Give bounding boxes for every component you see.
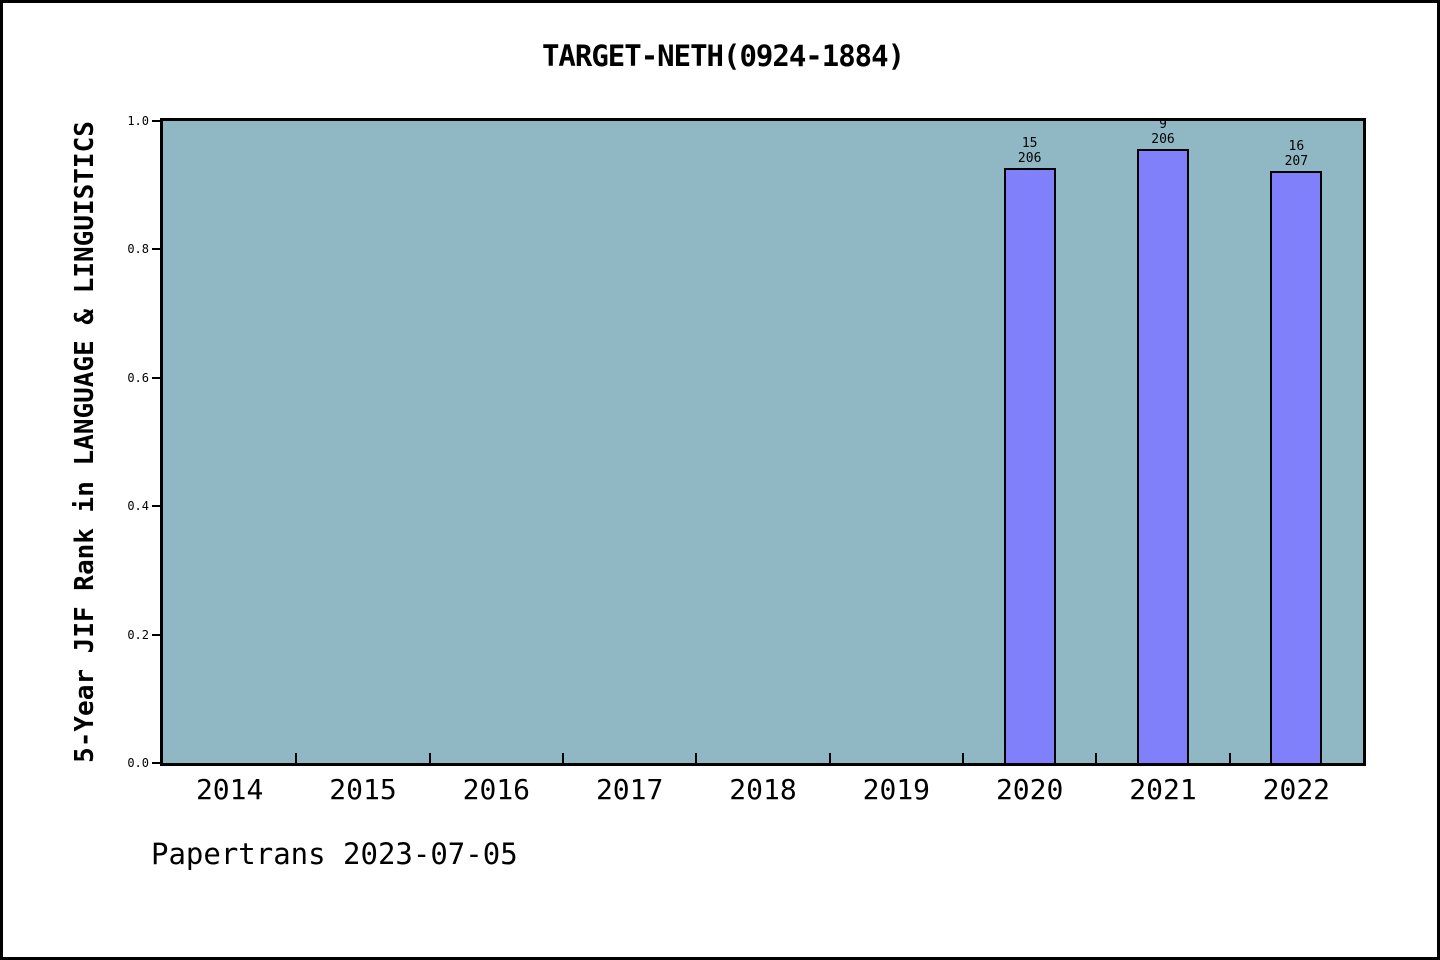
- x-tick-mark: [1095, 753, 1098, 763]
- x-tick-label-2017: 2017: [595, 773, 664, 806]
- y-tick-mark: [152, 762, 160, 764]
- chart-title: TARGET-NETH(0924-1884): [541, 39, 905, 73]
- bar-2020: [1003, 167, 1056, 763]
- x-tick-mark: [962, 753, 964, 763]
- y-tick-label: 0.2: [127, 627, 149, 642]
- y-tick-label: 0.6: [127, 370, 149, 385]
- bar-rank-2021: 9: [1159, 117, 1167, 133]
- bar-rank-2020: 15: [1021, 135, 1038, 151]
- y-tick-mark: [152, 248, 160, 251]
- bar-2021: [1137, 149, 1189, 763]
- plot-inner: 0.0 0.2 0.4 0.6 0.8 1.0 2014 2015 2016 2017 2018 20…: [127, 114, 1363, 806]
- bar-2022: [1270, 170, 1323, 763]
- x-tick-mark: [695, 753, 698, 763]
- x-tick-mark: [428, 753, 431, 763]
- y-tick-mark: [152, 376, 160, 379]
- x-tick-label-2018: 2018: [729, 773, 797, 806]
- x-tick-label-2014: 2014: [195, 773, 264, 806]
- x-tick-mark: [1228, 753, 1231, 763]
- y-axis-label: 5-Year JIF Rank in LANGUAGE & LINGUISTIC…: [70, 121, 100, 763]
- y-tick-mark: [152, 633, 160, 636]
- y-tick-label: 0.4: [127, 499, 149, 514]
- bar-total-2022: 207: [1284, 153, 1309, 169]
- x-tick-mark: [828, 753, 831, 763]
- x-tick-label-2019: 2019: [862, 773, 931, 806]
- x-tick-mark: [295, 753, 298, 763]
- bar-value-label-2021: 9 206: [1151, 117, 1174, 147]
- y-tick-mark: [152, 120, 160, 122]
- bar-value-label-2022: 16 207: [1285, 139, 1308, 169]
- x-tick-label-2016: 2016: [462, 773, 531, 806]
- bar-total-2020: 206: [1017, 150, 1042, 166]
- x-tick-label-2021: 2021: [1129, 773, 1197, 806]
- x-tick-label-2020: 2020: [995, 773, 1064, 806]
- y-tick-label: 1.0: [127, 114, 149, 128]
- plot-area: 0.0 0.2 0.4 0.6 0.8 1.0 2014 2015 2016 2017 2018 20…: [127, 114, 1366, 806]
- bar-rank-2022: 16: [1288, 138, 1305, 154]
- x-tick-label-2015: 2015: [329, 773, 397, 806]
- y-tick-label: 0.8: [127, 242, 149, 257]
- bar-value-label-2020: 15 206: [1018, 136, 1041, 166]
- bar-total-2021: 206: [1151, 132, 1175, 148]
- y-tick-label: 0.0: [127, 756, 149, 770]
- footer-watermark: Papertrans 2023-07-05: [151, 837, 518, 871]
- x-tick-mark: [562, 753, 564, 763]
- y-tick-mark: [152, 505, 160, 508]
- x-tick-label-2022: 2022: [1262, 773, 1331, 806]
